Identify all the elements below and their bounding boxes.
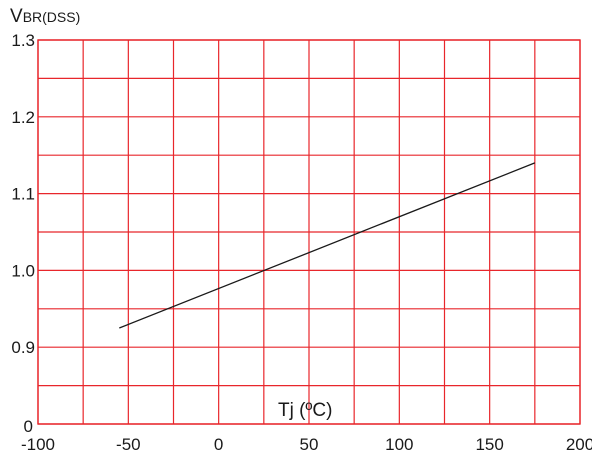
- y-tick-label: 1.0: [11, 261, 35, 280]
- plot-border: [37, 39, 581, 425]
- x-tick-label: -100: [21, 435, 55, 454]
- x-tick-label: 50: [300, 435, 319, 454]
- grid: [37, 39, 581, 425]
- y-axis-title: VBR(DSS): [10, 6, 80, 27]
- series-line: [119, 162, 536, 329]
- y-axis-title-sub: BR(DSS): [23, 9, 81, 25]
- y-tick-label: 1.3: [11, 31, 35, 50]
- series-layer: [119, 162, 536, 329]
- tick-labels: -100 -50 0 50 100 150 200 0.9 1.0 1.1 1.2 1.3 0: [11, 31, 592, 454]
- y-axis-title-main: V: [10, 6, 23, 27]
- y-tick-label: 1.1: [11, 185, 35, 204]
- x-tick-label: -50: [116, 435, 141, 454]
- x-tick-label: 100: [385, 435, 413, 454]
- y-tick-label: 0.9: [11, 338, 35, 357]
- x-tick-label: 0: [214, 435, 223, 454]
- x-axis-title: Tj (ºC): [278, 400, 332, 421]
- y-tick-label: 1.2: [11, 108, 35, 127]
- x-tick-label: 200: [566, 435, 592, 454]
- origin-label: 0: [24, 417, 33, 436]
- x-tick-label: 150: [475, 435, 503, 454]
